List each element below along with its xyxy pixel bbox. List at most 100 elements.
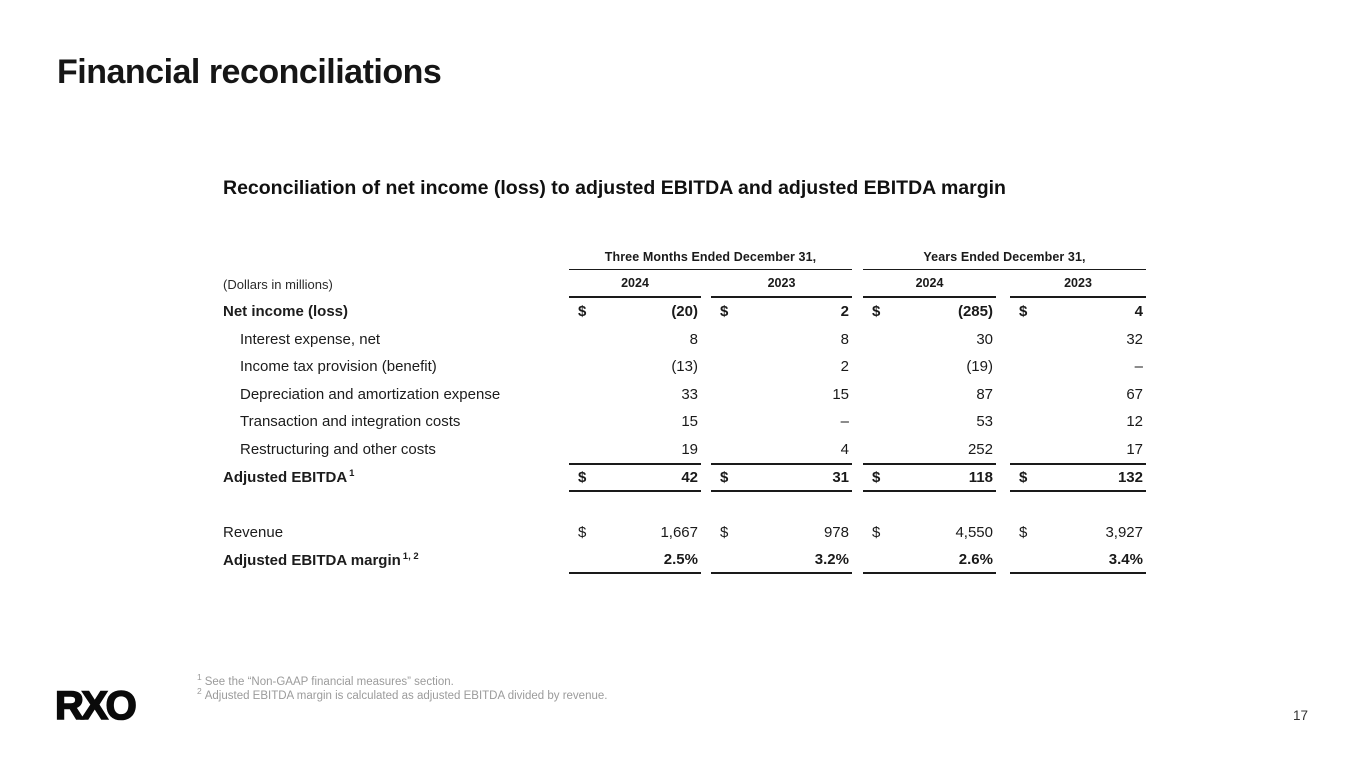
cell: $3,927 [1010, 518, 1146, 546]
cell: 87 [863, 381, 996, 409]
cell: 33 [569, 381, 701, 409]
table-row-transaction-costs: Transaction and integration costs 15 – 5… [223, 408, 1146, 436]
cell-value: 32 [1126, 330, 1143, 348]
row-label: Depreciation and amortization expense [240, 385, 501, 403]
cell: 32 [1010, 326, 1146, 354]
cell: 8 [569, 326, 701, 354]
cell: 15 [569, 408, 701, 436]
cell-value: – [840, 413, 849, 431]
cell: $42 [569, 463, 701, 492]
cell-value: (20) [671, 303, 698, 321]
currency-symbol: $ [578, 523, 587, 541]
year-header: 2024 [569, 270, 701, 298]
cell-value: 3,927 [1105, 523, 1143, 541]
currency-symbol: $ [872, 469, 881, 486]
cell-value: 4 [1134, 303, 1143, 321]
table-row-years: (Dollars in millions) 2024 2023 2024 202… [223, 270, 1146, 298]
cell-value: 67 [1126, 385, 1143, 403]
cell-value: 8 [840, 330, 849, 348]
cell-value: 53 [976, 413, 993, 431]
cell: $978 [711, 518, 852, 546]
table-row-column-groups: Three Months Ended December 31, Years En… [223, 245, 1146, 270]
cell-value: 15 [681, 413, 698, 431]
cell: 19 [569, 436, 701, 464]
cell: 17 [1010, 436, 1146, 464]
row-label: Interest expense, net [240, 330, 381, 348]
year-header: 2024 [863, 270, 996, 298]
cell-value: 42 [681, 469, 698, 486]
currency-symbol: $ [578, 469, 587, 486]
table-row-net-income: Net income (loss) $ (20) $2 $ (285) $4 [223, 298, 1146, 326]
year-header: 2023 [1010, 270, 1146, 298]
cell: (13) [569, 353, 701, 381]
cell: 252 [863, 436, 996, 464]
cell-value: 2.6% [958, 550, 993, 568]
row-label: Restructuring and other costs [240, 440, 436, 458]
row-label: Adjusted EBITDA 1 [223, 469, 569, 486]
footnote-1: 1 See the “Non-GAAP financial measures” s… [197, 673, 607, 690]
row-label: Income tax provision (benefit) [240, 358, 437, 376]
cell-value: 33 [681, 385, 698, 403]
cell: – [1010, 353, 1146, 381]
cell: 8 [711, 326, 852, 354]
cell: 3.4% [1010, 546, 1146, 574]
table-spacer-row [223, 492, 1146, 518]
footnote-marker: 1 [197, 672, 202, 683]
page-number: 17 [1293, 708, 1309, 723]
table-row-adjusted-ebitda: Adjusted EBITDA 1 $42 $31 $118 $132 [223, 463, 1146, 492]
currency-symbol: $ [1019, 469, 1028, 486]
cell-value: 4,550 [955, 523, 993, 541]
footnote-text: See the “Non-GAAP financial measures” se… [204, 676, 454, 688]
cell-value: – [1134, 358, 1143, 376]
cell-value: (19) [966, 358, 993, 376]
currency-symbol: $ [578, 303, 587, 321]
footnote-marker: 1, 2 [402, 550, 419, 562]
cell: 12 [1010, 408, 1146, 436]
page-title: Financial reconciliations [57, 53, 442, 91]
currency-symbol: $ [872, 523, 881, 541]
cell: 3.2% [711, 546, 852, 574]
row-label-text: Adjusted EBITDA margin [223, 551, 401, 569]
cell-value: 2 [840, 303, 849, 321]
cell-value: (285) [957, 303, 993, 321]
footnote-marker: 2 [197, 685, 202, 696]
footnote-marker: 1 [349, 468, 355, 479]
cell-value: 19 [681, 440, 698, 458]
cell: $118 [863, 463, 996, 492]
row-label: Net income (loss) [223, 303, 349, 321]
cell: 15 [711, 381, 852, 409]
footnote-2: 2 Adjusted EBITDA margin is calculated as… [197, 686, 607, 704]
cell: $4 [1010, 298, 1146, 326]
currency-symbol: $ [872, 303, 881, 321]
cell-value: 12 [1126, 413, 1143, 431]
table-row-interest-expense: Interest expense, net 8 8 30 32 [223, 326, 1146, 354]
cell-value: 132 [1117, 469, 1143, 486]
cell: $2 [711, 298, 852, 326]
cell-value: 4 [840, 440, 849, 458]
cell: $ (285) [863, 298, 996, 326]
year-header: 2023 [711, 270, 852, 298]
cell-value: 2.5% [663, 550, 698, 568]
cell: 30 [863, 326, 996, 354]
cell: $1,667 [569, 518, 701, 546]
cell-value: 252 [967, 440, 993, 458]
cell: 67 [1010, 381, 1146, 409]
cell-value: 3.2% [814, 550, 849, 568]
cell-value: 17 [1126, 440, 1143, 458]
cell-value: 3.4% [1108, 550, 1143, 568]
cell-value: 31 [832, 469, 849, 486]
cell-value: 8 [689, 330, 698, 348]
cell-value: 15 [832, 385, 849, 403]
table-row-income-tax: Income tax provision (benefit) (13) 2 (1… [223, 353, 1146, 381]
currency-symbol: $ [720, 523, 729, 541]
cell-value: 118 [968, 469, 993, 486]
cell-value: 2 [840, 358, 849, 376]
cell: 2 [711, 353, 852, 381]
cell-value: 30 [976, 330, 993, 348]
currency-symbol: $ [720, 469, 729, 486]
cell: 2.5% [569, 546, 701, 574]
cell-value: 978 [823, 523, 849, 541]
row-label-text: Adjusted EBITDA [223, 469, 348, 486]
table-subtitle: Reconciliation of net income (loss) to a… [223, 177, 1006, 199]
cell: $4,550 [863, 518, 996, 546]
